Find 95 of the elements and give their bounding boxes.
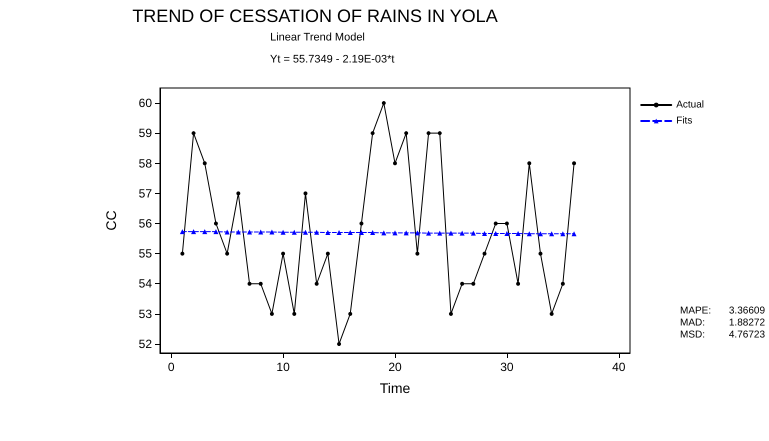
y-tick-label: 56 <box>138 216 152 231</box>
point <box>280 230 286 235</box>
point <box>448 230 454 236</box>
point <box>471 282 476 286</box>
point <box>314 282 319 286</box>
point <box>470 230 476 236</box>
y-axis-title: CC <box>103 210 119 231</box>
point <box>460 230 465 236</box>
point <box>281 252 286 256</box>
point <box>538 231 543 236</box>
point <box>415 252 420 256</box>
point <box>359 222 364 226</box>
point <box>247 229 252 234</box>
point <box>516 282 520 286</box>
y-tick-label: 55 <box>138 246 152 261</box>
y-tick-label: 60 <box>138 96 152 110</box>
point <box>337 342 342 346</box>
point <box>213 229 218 234</box>
point <box>269 229 274 234</box>
point <box>448 312 453 316</box>
point <box>414 230 420 236</box>
y-tick-label: 58 <box>138 156 152 170</box>
text: MSD: 4.76723 <box>680 330 766 340</box>
x-tick-label: 0 <box>168 360 175 374</box>
point <box>336 230 342 236</box>
point <box>258 229 264 234</box>
x-tick-label: 10 <box>276 360 290 374</box>
point <box>550 312 554 316</box>
point <box>493 230 498 236</box>
point <box>302 230 308 235</box>
x-tick-label: 20 <box>388 360 402 374</box>
point <box>437 230 442 236</box>
point <box>460 282 464 286</box>
text: MAPE: 3.36609 <box>680 306 766 316</box>
point <box>358 230 364 236</box>
point <box>202 229 208 234</box>
x-axis-title: Time <box>380 380 411 396</box>
point <box>382 101 386 106</box>
point <box>191 229 196 234</box>
point <box>314 230 320 235</box>
point <box>236 229 241 234</box>
point <box>292 312 296 316</box>
point <box>572 231 577 236</box>
point <box>214 222 218 226</box>
point <box>494 222 498 226</box>
point <box>538 252 542 256</box>
point <box>370 131 375 136</box>
point <box>527 161 532 166</box>
y-tick-label: 54 <box>138 276 152 291</box>
point <box>426 230 432 236</box>
point <box>504 230 510 236</box>
point <box>393 161 397 166</box>
point <box>236 191 240 196</box>
chart-subtitle: Linear Trend Model Yt = 55.7349 - 2.19E-03*t <box>270 32 394 66</box>
point <box>370 230 376 236</box>
legend-label: Actual <box>676 100 704 110</box>
point <box>560 231 566 236</box>
point <box>202 161 207 166</box>
point <box>404 230 409 236</box>
x-tick-label: 30 <box>500 360 514 374</box>
point <box>224 229 230 234</box>
point <box>303 191 308 196</box>
y-tick-label: 53 <box>138 306 152 321</box>
point <box>180 252 184 256</box>
point <box>292 230 297 235</box>
point <box>482 230 488 236</box>
point <box>192 131 196 136</box>
point <box>258 282 263 286</box>
y-tick-label: 52 <box>138 336 152 351</box>
point <box>180 229 185 234</box>
point <box>248 282 252 286</box>
point <box>404 131 408 136</box>
point <box>392 230 398 236</box>
point <box>516 230 521 236</box>
chart-title: TREND OF CESSATION OF RAINS IN YOLA <box>132 6 498 26</box>
point <box>348 230 353 236</box>
y-tick-label: 59 <box>138 126 152 140</box>
point <box>225 252 230 256</box>
point <box>572 161 576 166</box>
point <box>526 231 532 236</box>
point <box>482 252 487 256</box>
x-tick-label: 40 <box>612 360 626 374</box>
point <box>381 230 386 236</box>
point <box>560 282 565 286</box>
point <box>270 312 274 316</box>
legend-label: Fits <box>676 116 692 126</box>
text: MAD: 1.88272 <box>680 318 766 328</box>
point <box>504 222 509 226</box>
point <box>549 231 554 236</box>
point <box>348 312 352 316</box>
point <box>326 252 330 256</box>
point <box>325 230 330 236</box>
point <box>426 131 431 136</box>
point <box>438 131 442 136</box>
y-tick-label: 57 <box>138 186 152 200</box>
